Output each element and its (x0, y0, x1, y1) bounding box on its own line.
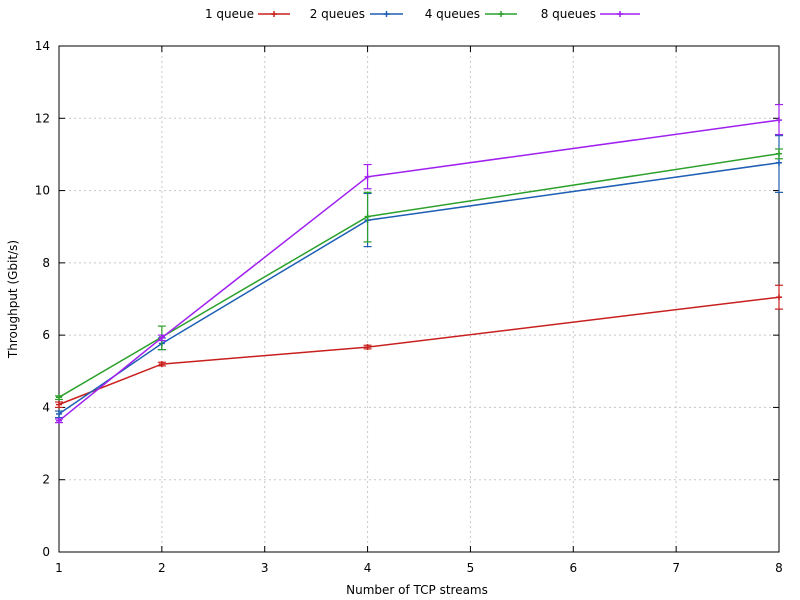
x-tick-label: 6 (569, 561, 577, 575)
x-tick-label: 3 (261, 561, 269, 575)
series-group (55, 103, 783, 424)
x-tick-label: 2 (158, 561, 166, 575)
y-tick-label: 2 (42, 473, 50, 487)
series-line (58, 152, 780, 398)
y-tick-label: 6 (42, 328, 50, 342)
legend-label: 1 queue (205, 7, 254, 21)
legend-label: 2 queues (310, 7, 365, 21)
x-tick-label: 8 (775, 561, 783, 575)
series-line (58, 119, 780, 422)
series-2-queues (55, 135, 783, 419)
legend: 1 queue 2 queues 4 queues 8 queues (205, 7, 640, 21)
legend-item: 8 queues (541, 7, 640, 21)
y-tick-label: 4 (42, 400, 50, 414)
plot-frame (58, 45, 780, 553)
series-line (58, 161, 780, 415)
y-axis-title: Throughput (Gbit/s) (6, 240, 20, 359)
x-tick-label: 1 (55, 561, 63, 575)
legend-item: 4 queues (425, 7, 517, 21)
series-1-queue (55, 284, 783, 409)
legend-label: 8 queues (541, 7, 596, 21)
series-4-queues (55, 148, 783, 401)
x-axis-title: Number of TCP streams (346, 583, 488, 597)
y-tick-label: 12 (35, 111, 50, 125)
y-tick-label: 14 (35, 39, 50, 53)
y-tick-label: 8 (42, 256, 50, 270)
legend-item: 2 queues (310, 7, 403, 21)
x-tick-label: 7 (672, 561, 680, 575)
x-tick-label: 5 (467, 561, 475, 575)
y-tick-label: 10 (35, 184, 50, 198)
legend-label: 4 queues (425, 7, 480, 21)
x-tick-label: 4 (364, 561, 372, 575)
grid (59, 46, 779, 552)
series-line (58, 296, 780, 406)
legend-item: 1 queue (205, 7, 290, 21)
y-tick-label: 0 (42, 545, 50, 559)
series-8-queues (55, 103, 783, 424)
